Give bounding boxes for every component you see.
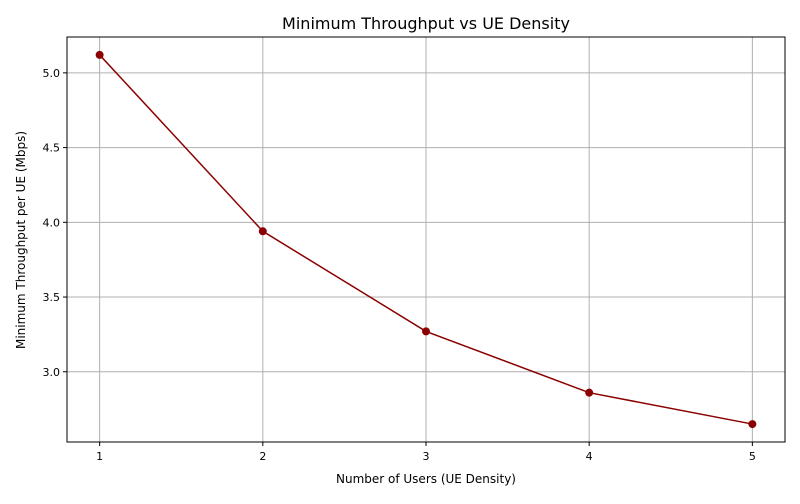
data-point-marker (95, 50, 104, 59)
x-tick-label: 5 (749, 450, 756, 463)
y-tick-label: 3.5 (43, 291, 61, 304)
y-tick-label: 5.0 (43, 67, 61, 80)
y-tick-label: 4.0 (43, 216, 61, 229)
x-axis-label: Number of Users (UE Density) (336, 472, 516, 486)
y-tick-label: 4.5 (43, 142, 61, 155)
y-tick-label: 3.0 (43, 366, 61, 379)
x-tick-label: 4 (586, 450, 593, 463)
data-point-marker (748, 420, 757, 429)
data-point-marker (585, 388, 594, 397)
x-tick-label: 3 (423, 450, 430, 463)
data-point-marker (422, 327, 430, 336)
axis-ticks: 1 2 3 4 5 3.0 3.5 4.0 4.5 5.0 (43, 67, 756, 463)
x-tick-label: 1 (96, 450, 103, 463)
chart-title: Minimum Throughput vs UE Density (282, 14, 570, 33)
data-series (95, 50, 757, 429)
grid-lines (67, 37, 785, 442)
y-axis-label: Minimum Throughput per UE (Mbps) (14, 131, 28, 349)
data-point-marker (258, 227, 267, 236)
x-tick-label: 2 (259, 450, 266, 463)
